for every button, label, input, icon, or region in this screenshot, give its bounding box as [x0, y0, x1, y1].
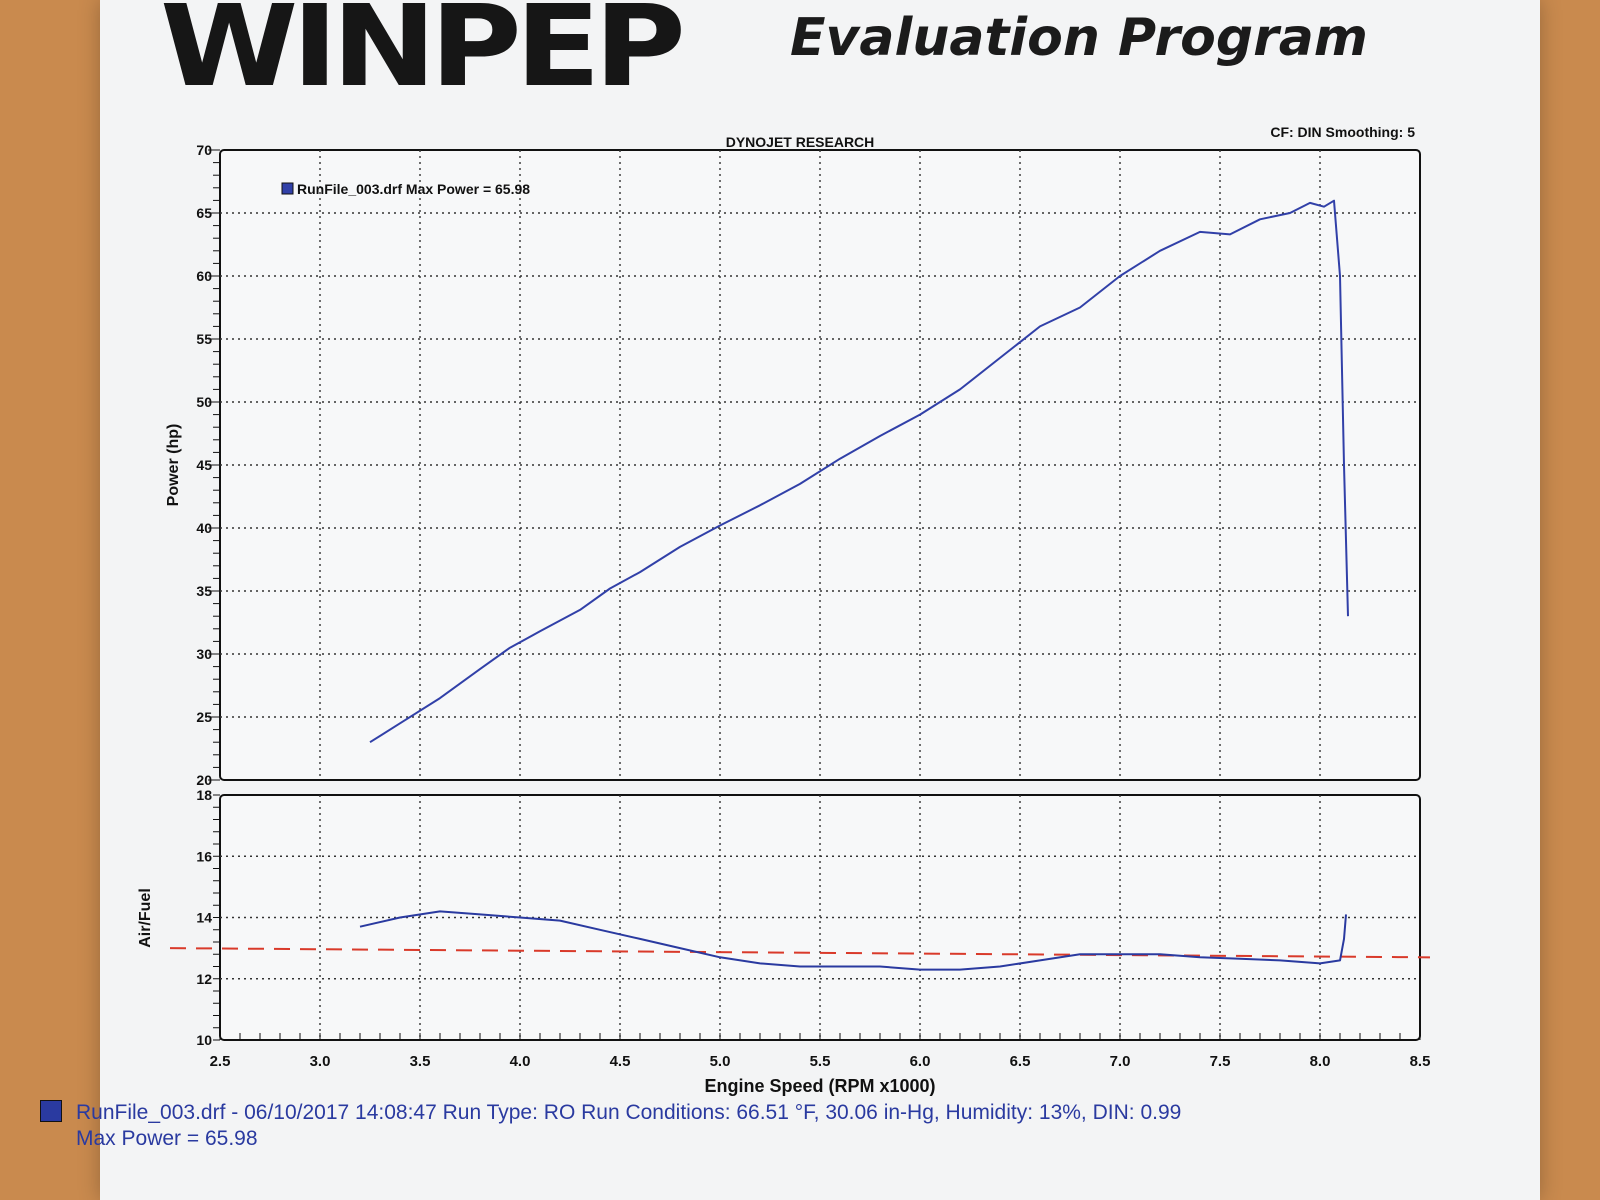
x-tick-label: 7.0 [1110, 1053, 1131, 1070]
run-info-footer: RunFile_003.drf - 06/10/2017 14:08:47 Ru… [40, 1100, 1181, 1152]
power-curve-line [369, 199, 1349, 744]
power-y-tick-label: 40 [196, 520, 212, 536]
x-tick-label: 5.5 [810, 1053, 831, 1070]
power-y-tick-label: 45 [196, 457, 212, 473]
legend-swatch-icon [281, 182, 294, 195]
power-y-tick-label: 50 [196, 394, 212, 410]
airfuel-y-tick-label: 18 [196, 787, 212, 803]
x-tick-label: 5.0 [710, 1053, 731, 1070]
legend-entry: RunFile_003.drf Max Power = 65.98 [297, 181, 530, 197]
run-swatch-icon [40, 1100, 62, 1122]
airfuel-curve-line [359, 910, 1347, 971]
x-tick-label: 6.5 [1010, 1053, 1031, 1070]
power-y-tick-label: 30 [196, 646, 212, 662]
airfuel-y-axis-label: Air/Fuel [137, 888, 154, 948]
x-tick-label: 2.5 [210, 1053, 231, 1070]
x-tick-label: 4.5 [610, 1053, 631, 1070]
x-axis-label: Engine Speed (RPM x1000) [704, 1076, 935, 1096]
x-tick-label: 3.0 [310, 1053, 331, 1070]
power-y-tick-label: 60 [196, 268, 212, 284]
run-info-text: RunFile_003.drf - 06/10/2017 14:08:47 Ru… [76, 1101, 1182, 1124]
power-y-axis-label: Power (hp) [165, 424, 182, 507]
airfuel-y-tick-label: 10 [196, 1032, 212, 1048]
power-y-tick-label: 65 [196, 205, 212, 221]
program-title: Evaluation Program [790, 8, 1368, 68]
run-info-line-2: Max Power = 65.98 [76, 1127, 258, 1150]
x-tick-label: 3.5 [410, 1053, 431, 1070]
x-tick-label: 8.0 [1310, 1053, 1331, 1070]
afr-target-dashed-line [169, 947, 1431, 959]
cf-smoothing-label: CF: DIN Smoothing: 5 [1270, 124, 1415, 140]
airfuel-y-tick-label: 12 [196, 971, 212, 987]
airfuel-y-tick-label: 14 [196, 910, 212, 926]
x-tick-label: 4.0 [510, 1053, 531, 1070]
airfuel-y-tick-label: 16 [196, 848, 212, 864]
power-y-tick-label: 35 [196, 583, 212, 599]
power-y-tick-label: 25 [196, 709, 212, 725]
x-tick-label: 7.5 [1210, 1053, 1231, 1070]
x-tick-label: 8.5 [1410, 1053, 1431, 1070]
chart-title: DYNOJET RESEARCH [726, 134, 875, 150]
power-y-tick-label: 20 [196, 772, 212, 788]
x-tick-label: 6.0 [910, 1053, 931, 1070]
run-info-line-1: RunFile_003.drf - 06/10/2017 14:08:47 Ru… [40, 1100, 1181, 1126]
power-y-tick-label: 70 [196, 142, 212, 158]
power-y-tick-label: 55 [196, 331, 212, 347]
winpep-logo: WINPEP [160, 0, 686, 112]
